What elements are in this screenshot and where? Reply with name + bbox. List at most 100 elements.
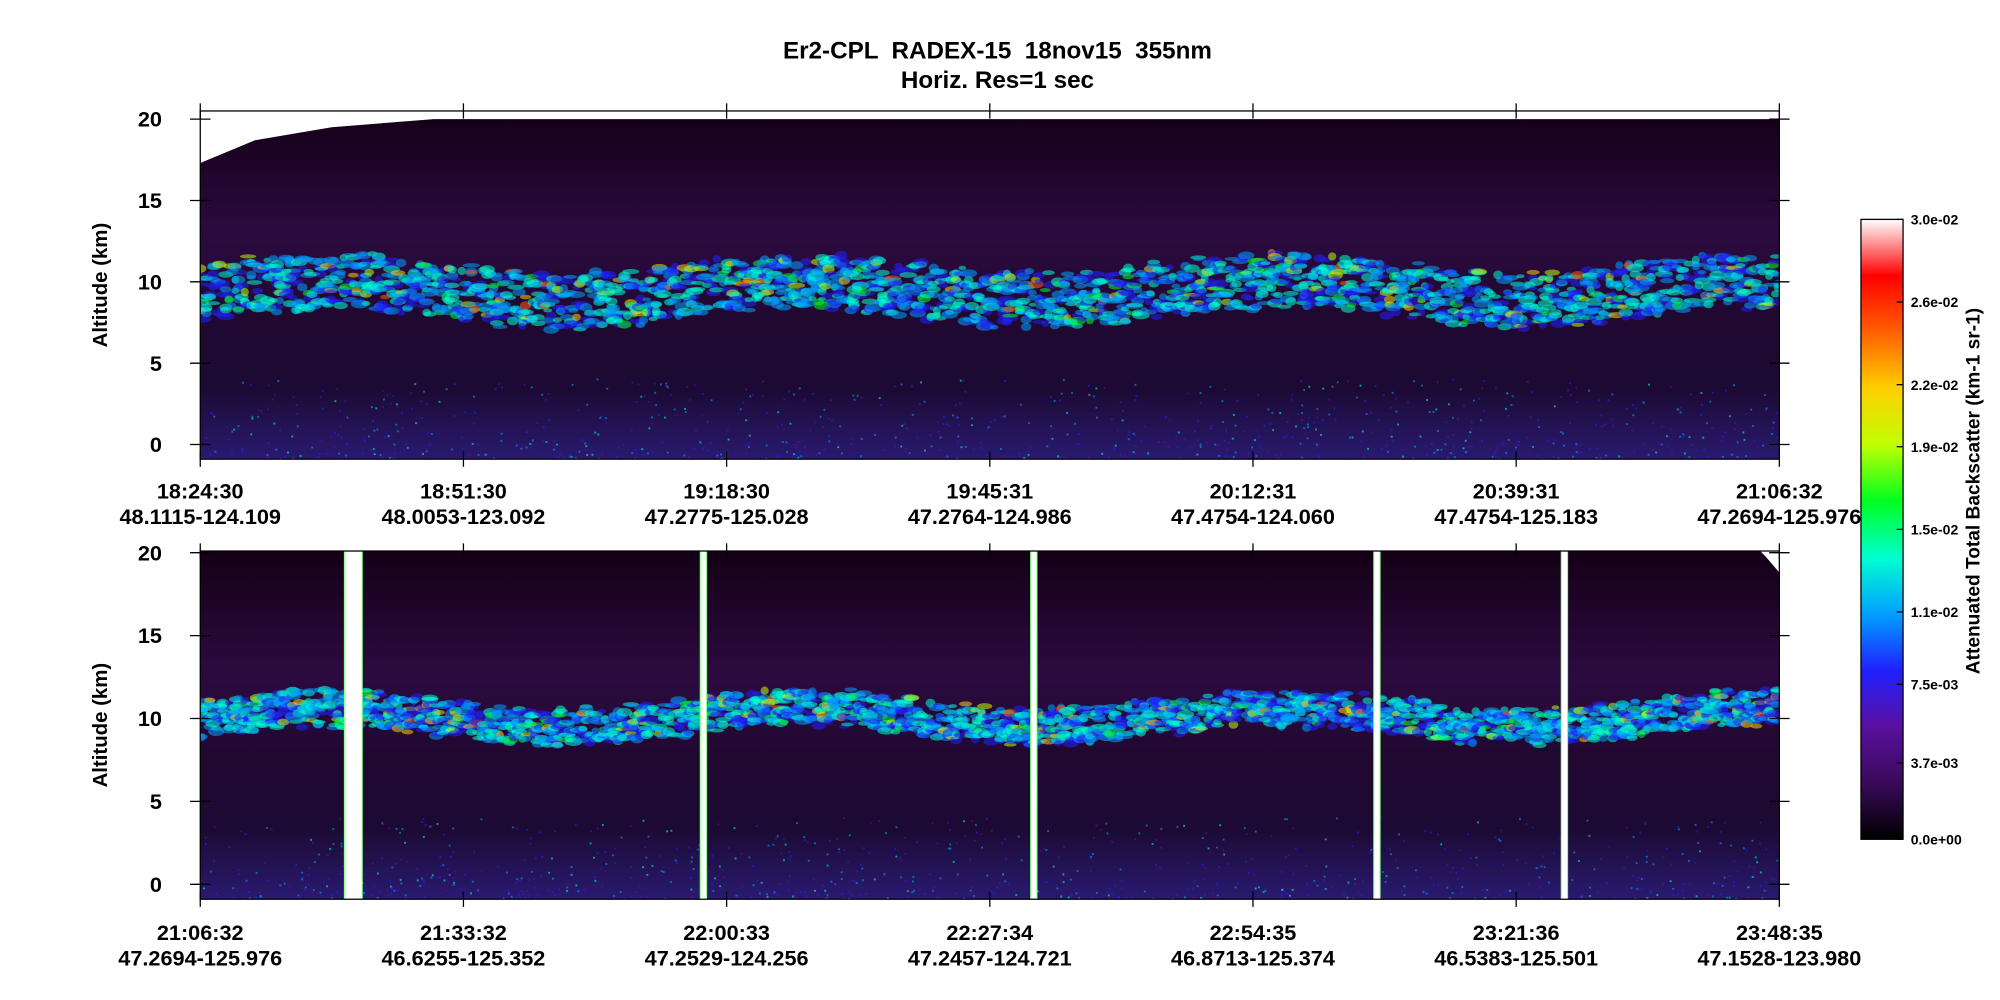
- noise: [296, 425, 299, 428]
- noise: [1642, 887, 1644, 890]
- noise: [471, 880, 474, 883]
- noise: [1243, 430, 1246, 433]
- cloud: [899, 272, 917, 278]
- noise: [401, 427, 404, 430]
- noise: [203, 887, 205, 890]
- noise: [650, 422, 653, 425]
- cloud: [1042, 270, 1055, 276]
- noise: [589, 842, 592, 845]
- noise: [1210, 424, 1213, 427]
- noise: [1556, 895, 1559, 898]
- noise: [1060, 895, 1063, 898]
- noise: [1510, 404, 1513, 406]
- noise: [828, 440, 831, 443]
- cloud: [1454, 299, 1465, 305]
- cloud: [436, 276, 449, 285]
- cloud: [699, 264, 709, 270]
- noise: [963, 820, 966, 823]
- cloud: [927, 290, 940, 299]
- noise: [811, 392, 814, 395]
- cloud: [1250, 302, 1261, 310]
- noise: [969, 858, 971, 861]
- noise: [1078, 896, 1081, 899]
- noise: [1712, 882, 1715, 885]
- noise: [980, 447, 983, 450]
- cloud: [1168, 272, 1178, 281]
- noise: [1356, 891, 1359, 894]
- noise: [1759, 842, 1762, 845]
- cloud: [1039, 288, 1051, 293]
- cloud: [1255, 290, 1269, 298]
- noise: [1046, 445, 1049, 448]
- noise: [1317, 457, 1320, 460]
- noise: [1257, 886, 1260, 889]
- noise: [1096, 416, 1098, 419]
- noise: [200, 879, 203, 882]
- noise: [669, 881, 672, 884]
- noise: [814, 842, 816, 845]
- noise: [1498, 893, 1501, 896]
- noise: [1222, 838, 1225, 841]
- noise: [453, 414, 456, 417]
- noise: [303, 889, 306, 892]
- noise: [1299, 442, 1302, 445]
- noise: [1063, 845, 1065, 848]
- noise: [1267, 408, 1270, 411]
- mask: [200, 110, 1780, 164]
- cloud: [553, 708, 568, 714]
- noise: [708, 870, 710, 873]
- cloud: [1120, 267, 1136, 273]
- cloud: [1768, 271, 1780, 277]
- noise: [1759, 871, 1762, 874]
- cloud: [1032, 272, 1046, 279]
- noise: [840, 871, 843, 874]
- noise: [959, 379, 962, 382]
- noise: [558, 888, 560, 891]
- cloud: [849, 272, 865, 281]
- noise: [1386, 450, 1389, 453]
- noise: [570, 873, 573, 876]
- noise: [1435, 448, 1438, 451]
- noise: [1365, 412, 1368, 415]
- noise: [1461, 886, 1464, 888]
- noise: [760, 881, 763, 884]
- noise: [292, 457, 294, 460]
- noise: [1660, 425, 1663, 428]
- noise: [646, 873, 649, 876]
- noise: [1493, 452, 1496, 455]
- noise: [1599, 858, 1602, 860]
- noise: [1089, 870, 1092, 872]
- noise: [1724, 389, 1727, 392]
- noise: [1502, 441, 1505, 444]
- cloud: [1378, 274, 1389, 279]
- cloud: [797, 299, 815, 308]
- noise: [1134, 445, 1137, 448]
- noise: [1761, 897, 1764, 900]
- noise: [1691, 444, 1693, 447]
- noise: [1243, 827, 1246, 830]
- noise: [1053, 399, 1056, 402]
- cloud: [231, 275, 246, 285]
- noise: [749, 896, 752, 899]
- cloud: [587, 270, 605, 278]
- noise: [823, 408, 826, 411]
- noise: [516, 878, 519, 881]
- noise: [942, 457, 945, 460]
- noise: [1672, 893, 1675, 896]
- x-tick-location: 47.4754-125.183: [1434, 504, 1598, 529]
- noise: [415, 422, 418, 425]
- cloud: [1771, 290, 1780, 298]
- noise: [943, 415, 945, 418]
- noise: [1685, 457, 1688, 460]
- noise: [1301, 412, 1304, 414]
- noise: [1300, 456, 1303, 459]
- noise: [772, 843, 775, 846]
- noise: [836, 837, 838, 840]
- noise: [1733, 422, 1736, 425]
- noise: [425, 450, 428, 453]
- noise: [1465, 451, 1468, 453]
- noise: [1291, 436, 1294, 439]
- noise: [1634, 897, 1637, 900]
- noise: [1635, 879, 1638, 882]
- noise: [1695, 830, 1698, 833]
